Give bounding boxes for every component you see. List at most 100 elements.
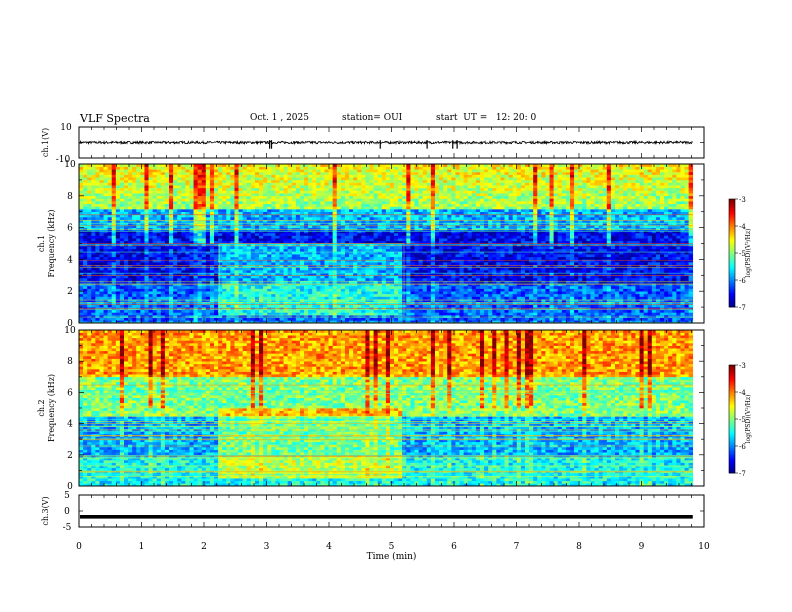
ch1-spectrogram-cell [308, 256, 313, 260]
ch1-spectrogram-cell [357, 312, 362, 316]
ch1-spectrogram-cell [230, 219, 235, 223]
ch1-spectrogram-cell [259, 309, 264, 313]
ch1-spectrogram-cell [242, 248, 248, 252]
ch1-spectrogram-cell [156, 219, 162, 223]
ch1-spectrogram-cell [332, 174, 338, 178]
ch1-spectrogram-cell [91, 272, 96, 276]
ch1-spectrogram-cell [119, 264, 125, 268]
ch1-spectrogram-cell [181, 291, 186, 295]
ch1-spectrogram-cell [230, 267, 235, 271]
ch1-spectrogram-cell [312, 259, 317, 263]
ch1-spectrogram-cell [234, 256, 239, 260]
ch1-spectrogram-cell [230, 217, 235, 220]
ch1-spectrogram-cell [377, 317, 383, 321]
ch1-spectrogram-cell [91, 201, 96, 205]
ch1-spectrogram-cell [87, 177, 92, 181]
ch1-spectrogram-cell [373, 312, 378, 316]
ch1-spectrogram-cell [87, 169, 92, 173]
ch1-spectrogram-cell [299, 293, 305, 297]
ch1-spectrogram-cell [103, 296, 108, 300]
ch1-spectrogram-cell [299, 169, 305, 173]
ch1-spectrogram-cell [385, 291, 391, 295]
ch1-spectrogram-cell [164, 238, 170, 242]
ch1-spectrogram-cell [389, 185, 395, 189]
ch1-spectrogram-cell [304, 312, 309, 316]
ch1-spectrogram-cell [132, 209, 137, 212]
ch1-spectrogram-cell [193, 164, 198, 167]
ch1-spectrogram-cell [381, 264, 387, 268]
ch1-spectrogram-cell [124, 288, 129, 292]
ch1-spectrogram-cell [238, 243, 243, 247]
ch1-spectrogram-cell [316, 317, 321, 321]
ch1-spectrogram-cell [410, 296, 415, 300]
ch1-spectrogram-cell [312, 211, 317, 215]
ch1-spectrogram-cell [254, 195, 260, 199]
ch1-spectrogram-cell [87, 275, 92, 279]
ch1-spectrogram-cell [115, 299, 121, 303]
ch1-spectrogram-cell [140, 312, 145, 316]
ch1-spectrogram-cell [279, 264, 284, 268]
ch1-spectrogram-cell [230, 259, 235, 263]
ch1-spectrogram-cell [87, 238, 92, 242]
ch1-spectrogram-cell [394, 224, 399, 228]
ch1-spectrogram-cell [91, 299, 96, 303]
ch1-spectrogram-cell [312, 219, 317, 223]
ch1-spectrogram-cell [316, 224, 321, 228]
ch1-spectrogram-cell [394, 182, 399, 186]
ch1-spectrogram-cell [148, 166, 153, 170]
ch1-spectrogram-cell [83, 272, 88, 276]
ch1-spectrogram-cell [173, 211, 178, 215]
ch1-spectrogram-cell [201, 232, 207, 236]
ch1-spectrogram-cell [365, 201, 370, 205]
ch1-spectrogram-cell [95, 201, 100, 205]
ch1-spectrogram-cell [197, 254, 203, 258]
ch1-spectrogram-cell [336, 171, 342, 175]
ch1-spectrogram-cell [324, 190, 329, 194]
ch1-spectrogram-cell [365, 264, 370, 268]
ch1-spectrogram-cell [324, 291, 329, 295]
ch1-spectrogram-cell [287, 177, 293, 181]
ch1-spectrogram-cell [398, 206, 403, 210]
ch1-spectrogram-cell [295, 309, 301, 313]
ch1-spectrogram-cell [119, 217, 125, 220]
ch1-spectrogram-cell [115, 240, 121, 244]
ch1-spectrogram-cell [332, 251, 338, 255]
ch1-spectrogram-cell [402, 251, 407, 255]
ch1-spectrogram-cell [349, 246, 354, 250]
ch1-spectrogram-cell [385, 217, 391, 220]
ch1-spectrogram-cell [91, 198, 96, 202]
ch1-spectrogram-cell [344, 209, 350, 212]
ch1-spectrogram-cell [394, 219, 399, 223]
ch1-spectrogram-cell [357, 238, 362, 242]
ch1-spectrogram-cell [234, 185, 239, 189]
ch1-spectrogram-cell [299, 285, 305, 289]
ch1-spectrogram-cell [246, 317, 252, 321]
ch1-spectrogram-cell [385, 177, 391, 181]
ch1-spectrogram-cell [361, 195, 366, 199]
ch1-spectrogram-cell [332, 256, 338, 260]
ch1-spectrogram-cell [361, 262, 366, 265]
ch1-spectrogram-cell [132, 164, 137, 167]
ch1-spectrogram-cell [254, 179, 260, 183]
ch1-spectrogram-cell [283, 262, 288, 265]
ch1-spectrogram-cell [357, 185, 362, 189]
ch1-spectrogram-cell [169, 243, 174, 247]
ch1-spectrogram-cell [336, 283, 342, 287]
ch1-spectrogram-cell [357, 283, 362, 287]
ch1-spectrogram-cell [197, 190, 203, 194]
ch1-spectrogram-cell [304, 214, 309, 218]
ch1-spectrogram-cell [185, 254, 190, 258]
ch1-spectrogram-cell [271, 185, 276, 189]
ch1-spectrogram-cell [328, 291, 333, 295]
ch1-spectrogram-cell [111, 195, 117, 199]
ch1-spectrogram-cell [283, 296, 288, 300]
ch1-spectrogram-cell [324, 206, 329, 210]
ch1-spectrogram-cell [299, 264, 305, 268]
ch1-spectrogram-cell [128, 182, 133, 186]
ch1-spectrogram-cell [136, 238, 141, 242]
ch1-spectrogram-cell [218, 254, 223, 258]
ch1-spectrogram-cell [230, 304, 235, 308]
ch1-spectrogram-cell [328, 317, 333, 321]
ch1-spectrogram-cell [222, 299, 227, 303]
ch1-spectrogram-cell [320, 264, 325, 268]
